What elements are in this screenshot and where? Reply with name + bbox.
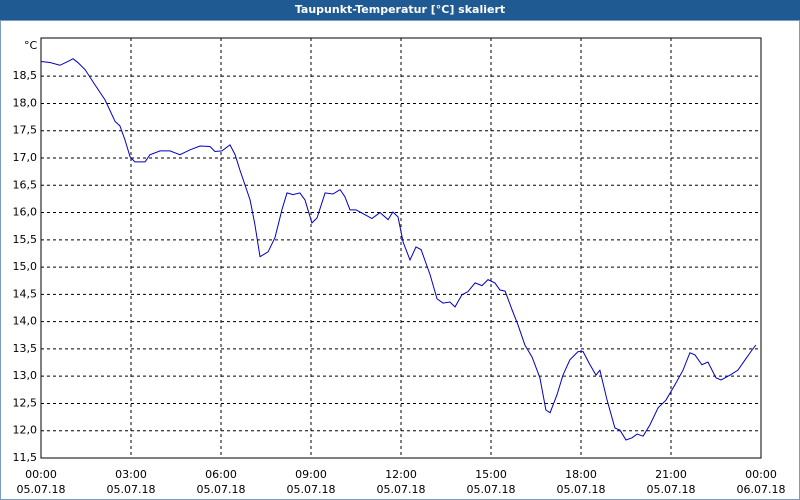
x-date-label: 05.07.18: [647, 483, 696, 496]
x-tick-label: 09:00: [295, 468, 327, 481]
y-tick-label: 13,0: [13, 369, 38, 382]
title-bar: [0, 0, 800, 20]
window-frame: [0, 20, 800, 500]
y-tick-label: 15,5: [13, 233, 38, 246]
y-tick-label: 12,5: [13, 396, 38, 409]
x-date-label: 05.07.18: [377, 483, 426, 496]
data-line: [40, 58, 757, 441]
y-tick-label: 17,5: [13, 124, 38, 137]
x-tick-label: 15:00: [475, 468, 507, 481]
y-tick-label: 18,5: [13, 69, 38, 82]
y-tick-label: 13,5: [13, 342, 38, 355]
x-tick-label: 00:00: [25, 468, 57, 481]
x-tick-label: 00:00: [745, 468, 777, 481]
y-unit: °C: [24, 39, 38, 52]
y-tick-label: 17,0: [13, 151, 38, 164]
x-date-label: 05.07.18: [557, 483, 606, 496]
x-tick-label: 03:00: [115, 468, 147, 481]
y-tick-label: 11,5: [13, 451, 38, 464]
x-date-label: 05.07.18: [467, 483, 516, 496]
x-date-label: 05.07.18: [107, 483, 156, 496]
x-date-label: 05.07.18: [197, 483, 246, 496]
y-tick-label: 18,0: [13, 96, 38, 109]
y-tick-label: 14,5: [13, 287, 38, 300]
y-tick-label: 12,0: [13, 424, 38, 437]
x-tick-label: 12:00: [385, 468, 417, 481]
x-date-label: 05.07.18: [287, 483, 336, 496]
x-tick-label: 18:00: [565, 468, 597, 481]
y-tick-label: 16,0: [13, 206, 38, 219]
x-date-label: 06.07.18: [737, 483, 786, 496]
x-tick-label: 06:00: [205, 468, 237, 481]
y-tick-label: 14,0: [13, 315, 38, 328]
y-tick-label: 15,0: [13, 260, 38, 273]
x-date-label: 05.07.18: [17, 483, 66, 496]
plot-frame: [40, 37, 762, 459]
chart-title: Taupunkt-Temperatur [°C] skaliert: [295, 3, 505, 16]
x-tick-label: 21:00: [655, 468, 687, 481]
y-tick-label: 16,5: [13, 178, 38, 191]
